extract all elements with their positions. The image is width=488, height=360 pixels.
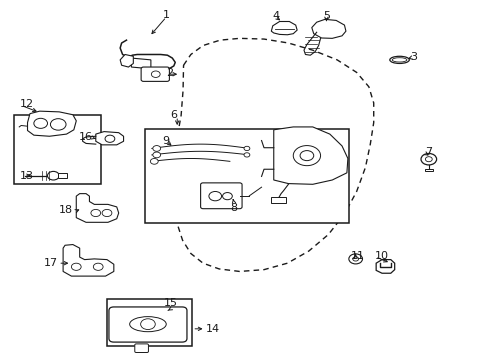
Polygon shape: [375, 260, 394, 273]
Text: 12: 12: [20, 99, 34, 109]
Polygon shape: [311, 19, 345, 39]
Polygon shape: [96, 132, 123, 145]
Circle shape: [50, 119, 66, 130]
Circle shape: [91, 210, 101, 217]
Circle shape: [244, 146, 249, 150]
Circle shape: [420, 153, 436, 165]
Bar: [107, 299, 192, 346]
Circle shape: [150, 158, 158, 164]
Bar: [271, 197, 285, 203]
Ellipse shape: [389, 56, 408, 63]
Circle shape: [102, 210, 112, 217]
Text: 1: 1: [163, 10, 170, 20]
Circle shape: [141, 319, 155, 329]
Circle shape: [71, 263, 81, 270]
Circle shape: [293, 145, 320, 166]
Text: 2: 2: [166, 68, 173, 78]
Bar: [14, 115, 101, 184]
Text: 13: 13: [20, 171, 34, 181]
Polygon shape: [131, 58, 151, 69]
Circle shape: [105, 135, 115, 142]
Text: 4: 4: [272, 11, 279, 21]
Text: 7: 7: [424, 147, 431, 157]
Circle shape: [300, 150, 313, 161]
Polygon shape: [273, 127, 347, 184]
Circle shape: [151, 71, 160, 77]
Text: 14: 14: [205, 324, 219, 334]
Polygon shape: [271, 22, 297, 35]
FancyBboxPatch shape: [109, 307, 186, 342]
Text: 9: 9: [162, 136, 169, 145]
Circle shape: [208, 192, 221, 201]
Text: 18: 18: [59, 206, 73, 216]
Text: 11: 11: [350, 251, 364, 261]
Text: 8: 8: [230, 203, 237, 213]
Text: 6: 6: [170, 110, 177, 120]
Ellipse shape: [129, 317, 166, 332]
Circle shape: [348, 254, 362, 264]
Polygon shape: [27, 111, 76, 136]
FancyBboxPatch shape: [200, 183, 242, 209]
Circle shape: [222, 193, 232, 200]
Text: 3: 3: [409, 52, 416, 62]
Circle shape: [93, 263, 103, 270]
Circle shape: [153, 145, 160, 151]
Polygon shape: [120, 54, 133, 67]
Bar: [58, 173, 67, 178]
Circle shape: [244, 153, 249, 157]
Bar: [424, 168, 432, 171]
Circle shape: [352, 257, 358, 261]
FancyBboxPatch shape: [135, 344, 148, 352]
FancyBboxPatch shape: [141, 67, 169, 81]
Circle shape: [47, 171, 59, 180]
Text: 15: 15: [163, 298, 177, 309]
Polygon shape: [63, 244, 114, 276]
Ellipse shape: [391, 58, 406, 62]
Circle shape: [153, 152, 160, 158]
Text: 5: 5: [322, 11, 329, 21]
Text: 16: 16: [78, 132, 92, 142]
Text: 17: 17: [44, 258, 58, 268]
Text: 10: 10: [374, 251, 388, 261]
Bar: [144, 129, 348, 223]
Circle shape: [34, 118, 47, 129]
Polygon shape: [76, 194, 119, 222]
Circle shape: [425, 157, 431, 162]
